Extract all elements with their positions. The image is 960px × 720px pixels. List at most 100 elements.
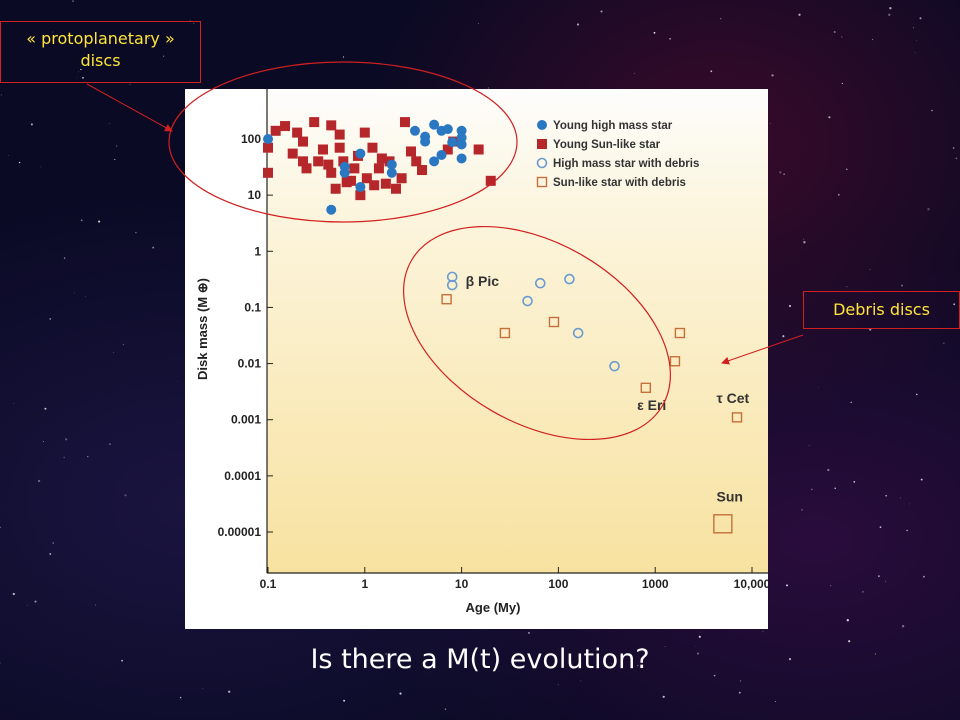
star-dot bbox=[846, 286, 848, 288]
y-tick-label: 10 bbox=[248, 188, 262, 202]
y-tick-label: 0.00001 bbox=[218, 525, 262, 539]
star-dot bbox=[152, 246, 155, 249]
star-dot bbox=[63, 456, 65, 459]
data-point bbox=[411, 156, 422, 167]
callout-protoplanetary-line1: « protoplanetary » bbox=[26, 29, 175, 48]
y-axis-label: Disk mass (M ⊕) bbox=[195, 278, 210, 380]
star-dot bbox=[885, 494, 888, 497]
star-dot bbox=[44, 407, 47, 410]
star-dot bbox=[889, 7, 892, 10]
star-dot bbox=[49, 318, 52, 320]
data-point bbox=[417, 165, 428, 176]
star-dot bbox=[798, 13, 801, 16]
data-point bbox=[334, 142, 345, 153]
data-point bbox=[326, 204, 337, 215]
star-dot bbox=[808, 445, 810, 447]
star-dot bbox=[633, 73, 635, 74]
star-dot bbox=[121, 659, 124, 662]
star-dot bbox=[40, 166, 42, 168]
data-point bbox=[447, 137, 458, 148]
star-dot bbox=[611, 663, 612, 665]
x-tick-label: 10,000 bbox=[734, 577, 768, 591]
star-dot bbox=[783, 173, 785, 175]
star-dot bbox=[869, 328, 872, 331]
star-dot bbox=[774, 701, 776, 702]
legend-label: Sun-like star with debris bbox=[553, 177, 686, 189]
star-dot bbox=[713, 674, 716, 677]
data-point bbox=[326, 120, 337, 131]
star-dot bbox=[786, 584, 788, 587]
data-point bbox=[456, 125, 467, 136]
star-dot bbox=[846, 168, 848, 170]
star-dot bbox=[800, 508, 804, 511]
star-dot bbox=[830, 585, 832, 587]
star-dot bbox=[116, 63, 118, 65]
x-tick-label: 0.1 bbox=[260, 577, 277, 591]
data-point bbox=[436, 149, 447, 160]
data-point bbox=[309, 117, 320, 128]
star-dot bbox=[342, 56, 345, 58]
star-dot bbox=[8, 154, 9, 156]
y-tick-label: 0.0001 bbox=[224, 469, 261, 483]
chart-legend: Young high mass star Young Sun-like star H… bbox=[536, 120, 699, 189]
star-dot bbox=[827, 468, 830, 472]
star-dot bbox=[385, 652, 388, 655]
star-dot bbox=[76, 77, 78, 79]
data-point bbox=[301, 163, 312, 174]
star-dot bbox=[576, 23, 580, 26]
star-dot bbox=[874, 653, 877, 655]
star-dot bbox=[108, 122, 110, 125]
star-dot bbox=[846, 619, 849, 622]
star-dot bbox=[862, 591, 864, 593]
data-point bbox=[390, 183, 401, 194]
data-point bbox=[287, 148, 298, 159]
data-point bbox=[326, 167, 337, 178]
star-dot bbox=[782, 335, 785, 338]
star-dot bbox=[710, 70, 713, 73]
star-dot bbox=[49, 553, 52, 555]
data-point bbox=[339, 167, 350, 178]
star-dot bbox=[637, 664, 639, 667]
star-dot bbox=[34, 600, 37, 603]
star-dot bbox=[80, 68, 82, 71]
data-point bbox=[263, 167, 273, 178]
annotation-label: β Pic bbox=[466, 273, 500, 289]
data-point bbox=[674, 327, 686, 339]
star-dot bbox=[953, 303, 956, 306]
data-point bbox=[442, 124, 453, 135]
data-point bbox=[386, 167, 397, 178]
star-dot bbox=[841, 36, 843, 38]
x-tick-label: 100 bbox=[548, 577, 568, 591]
data-point bbox=[399, 117, 410, 128]
star-dot bbox=[810, 488, 813, 491]
star-dot bbox=[600, 10, 603, 13]
legend-marker bbox=[536, 157, 548, 169]
data-point bbox=[359, 127, 370, 138]
star-dot bbox=[82, 76, 84, 79]
star-dot bbox=[919, 17, 922, 20]
star-dot bbox=[915, 393, 918, 396]
star-dot bbox=[871, 38, 874, 41]
star-dot bbox=[74, 292, 76, 294]
data-point bbox=[355, 148, 366, 159]
star-dot bbox=[916, 40, 917, 42]
star-dot bbox=[129, 83, 131, 85]
star-dot bbox=[120, 37, 121, 38]
star-dot bbox=[527, 631, 530, 634]
star-dot bbox=[12, 592, 15, 596]
star-dot bbox=[694, 646, 696, 648]
star-dot bbox=[98, 220, 101, 223]
data-point bbox=[380, 178, 391, 189]
star-dot bbox=[739, 680, 742, 682]
star-dot bbox=[202, 688, 204, 689]
star-dot bbox=[738, 691, 741, 694]
star-dot bbox=[696, 652, 700, 655]
data-point bbox=[369, 180, 380, 191]
callout-debris-label: Debris discs bbox=[833, 300, 930, 319]
star-dot bbox=[72, 0, 74, 2]
star-dot bbox=[931, 109, 933, 112]
star-dot bbox=[122, 343, 125, 346]
star-dot bbox=[833, 31, 836, 33]
star-dot bbox=[849, 402, 851, 403]
star-dot bbox=[770, 122, 771, 124]
